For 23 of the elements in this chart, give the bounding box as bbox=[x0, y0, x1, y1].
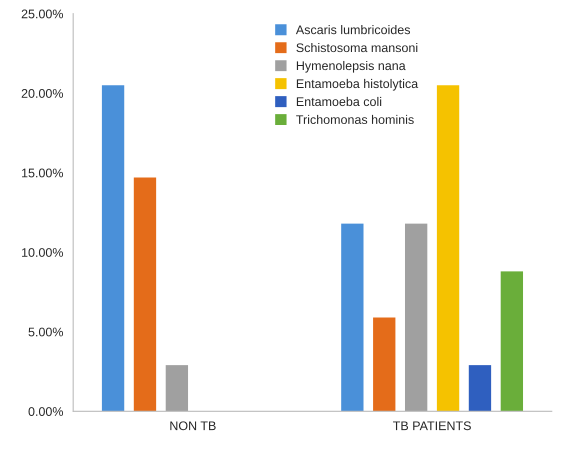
bar bbox=[500, 271, 524, 412]
y-tick-label: 20.00% bbox=[22, 89, 64, 98]
y-tick-label: 5.00% bbox=[28, 328, 64, 336]
legend-label: Entamoeba coli bbox=[296, 96, 382, 106]
y-tick-label: 10.00% bbox=[22, 248, 64, 257]
y-tick-label: 15.00% bbox=[22, 168, 64, 178]
legend-label: Ascaris lumbricoides bbox=[296, 25, 410, 34]
bar bbox=[468, 365, 492, 412]
bar bbox=[102, 85, 124, 412]
legend-label: Trichomonas hominis bbox=[296, 114, 414, 124]
legend-label: Hymenolepsis nana bbox=[296, 60, 406, 73]
legend-label: Schistosoma mansoni bbox=[296, 42, 418, 52]
y-tick-label: 25.00% bbox=[22, 10, 64, 18]
legend-label: Entamoeba histolytica bbox=[296, 78, 418, 91]
bar bbox=[134, 178, 156, 412]
x-tick-label: NON TB bbox=[170, 421, 216, 430]
y-tick-label: 0.00% bbox=[28, 407, 64, 416]
bar bbox=[404, 224, 428, 412]
x-tick-label: TB PATIENTS bbox=[393, 421, 471, 430]
bar bbox=[436, 85, 460, 412]
bar bbox=[341, 224, 364, 412]
bar bbox=[373, 317, 396, 412]
bar bbox=[166, 365, 188, 412]
